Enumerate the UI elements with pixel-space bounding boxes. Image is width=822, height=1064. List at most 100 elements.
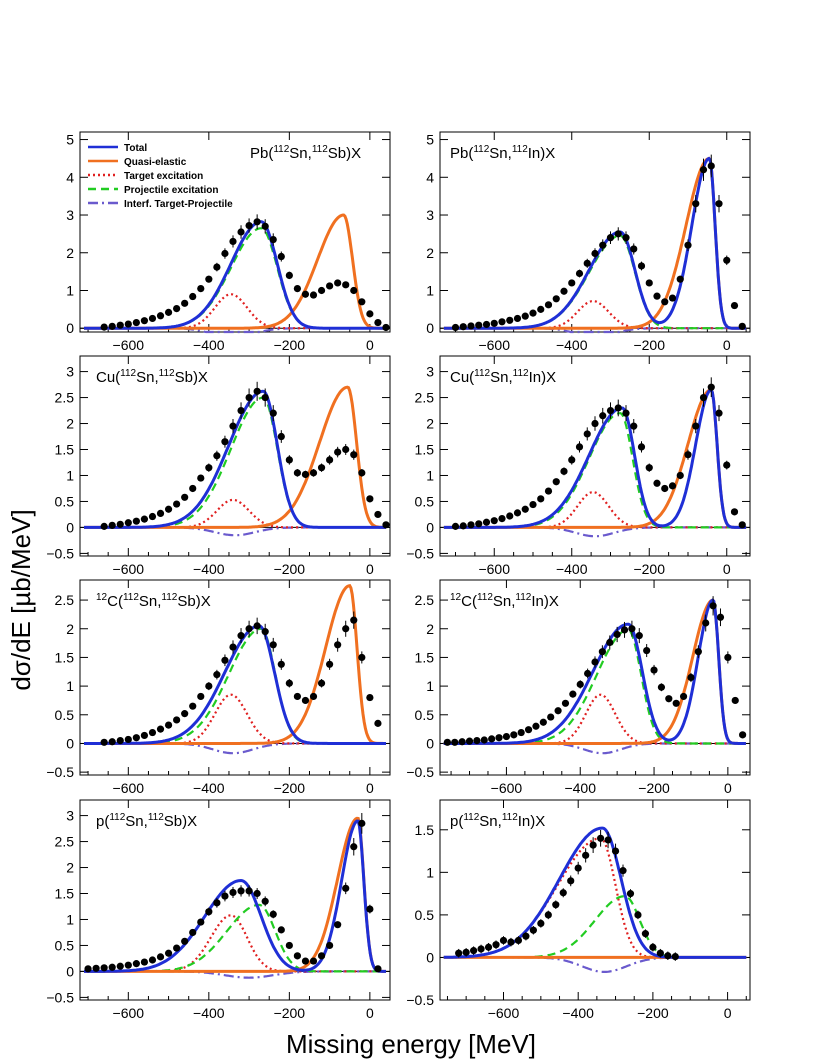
- panel-2: −600 −400 −200 0 0 1 2 3 4 5 Pb(112Sn,112In)X: [426, 131, 751, 353]
- y-tick-label: −0.5: [406, 764, 434, 780]
- panel-frame: [439, 799, 751, 1001]
- data-point: [583, 430, 591, 438]
- data-point: [116, 962, 124, 970]
- data-point: [537, 919, 545, 928]
- data-point: [293, 469, 302, 477]
- data-point: [334, 279, 342, 287]
- data-point: [467, 521, 475, 529]
- data-point: [599, 241, 607, 249]
- data-point: [510, 731, 518, 739]
- data-point: [334, 448, 342, 456]
- legend-label: Quasi-elastic: [124, 157, 187, 168]
- panel-6: −600 −400 −200 0 −0.5 0 0.5 1 1.5 2 2.5 12C(112Sn,1…: [406, 579, 751, 796]
- data-point: [229, 888, 237, 897]
- x-tick-label: −600: [113, 561, 145, 577]
- data-point: [245, 887, 253, 895]
- data-point: [269, 910, 277, 918]
- data-point: [156, 725, 165, 733]
- data-point: [738, 322, 746, 330]
- data-point: [614, 404, 622, 412]
- data-point: [451, 323, 460, 332]
- y-tick-label: 2: [426, 245, 434, 261]
- y-tick-label: 1.5: [55, 442, 75, 458]
- y-tick-label: 1: [426, 282, 434, 298]
- x-tick-label: −200: [633, 337, 665, 353]
- x-tick-label: 0: [366, 780, 374, 796]
- data-point: [269, 235, 277, 244]
- data-point: [490, 319, 498, 327]
- data-point: [544, 301, 553, 309]
- y-tick-label: 1.5: [55, 886, 75, 902]
- data-point: [574, 864, 582, 872]
- data-point: [529, 926, 537, 934]
- x-tick-label: −400: [556, 561, 588, 577]
- data-point: [173, 305, 181, 313]
- x-tick-label: −200: [274, 337, 306, 353]
- data-point: [173, 716, 181, 724]
- data-point: [221, 892, 229, 900]
- data-point: [492, 941, 500, 949]
- data-point: [480, 736, 488, 744]
- x-tick-label: −600: [113, 337, 145, 353]
- y-tick-label: 2.5: [55, 834, 75, 850]
- data-point: [374, 719, 382, 727]
- x-tick-label: 0: [724, 780, 732, 796]
- data-point: [342, 884, 350, 892]
- y-tick-label: 0.5: [55, 707, 75, 723]
- data-point: [221, 656, 229, 664]
- data-point: [358, 469, 366, 477]
- data-point: [309, 692, 318, 701]
- data-point: [100, 522, 108, 530]
- data-point: [649, 943, 657, 951]
- data-point: [724, 653, 732, 662]
- data-point: [604, 836, 612, 844]
- y-tick-label: 5: [66, 132, 74, 148]
- data-point: [611, 847, 620, 855]
- data-point: [498, 318, 506, 326]
- panel-title: p(112Sn,112Sb)X: [96, 812, 197, 830]
- data-point: [253, 218, 261, 226]
- data-point: [668, 482, 677, 490]
- data-point: [637, 443, 646, 451]
- x-tick-label: −200: [274, 1005, 306, 1021]
- data-point: [237, 887, 245, 895]
- data-point: [451, 522, 460, 530]
- data-point: [261, 393, 269, 402]
- series-interf-target-projectile: [443, 956, 747, 973]
- panel-frame: [439, 579, 751, 776]
- data-point: [301, 957, 310, 965]
- panels-group: −600 −400 −200 0 0 1 2 3 4 5 Pb(112Sn,112Sb)X Total…: [46, 131, 751, 1021]
- data-point: [547, 713, 555, 721]
- data-point: [676, 275, 684, 283]
- data-point: [634, 911, 642, 919]
- y-tick-label: 2: [66, 621, 74, 637]
- data-point: [539, 718, 547, 726]
- data-point: [221, 249, 229, 258]
- data-point: [584, 669, 592, 678]
- data-point: [506, 512, 514, 520]
- data-point: [576, 680, 584, 688]
- data-point: [561, 699, 570, 707]
- y-tick-label: −0.5: [46, 764, 74, 780]
- data-point: [723, 256, 731, 264]
- data-point: [628, 625, 636, 633]
- data-point: [245, 393, 253, 402]
- data-point: [124, 519, 132, 527]
- data-point: [645, 464, 653, 472]
- data-point: [164, 721, 173, 729]
- data-point: [132, 734, 140, 742]
- data-point: [366, 693, 374, 702]
- data-point: [261, 897, 269, 905]
- y-tick-label: 2: [66, 860, 74, 876]
- data-point: [672, 699, 680, 707]
- data-point: [309, 957, 318, 965]
- x-tick-label: −400: [556, 337, 588, 353]
- data-point: [709, 602, 717, 610]
- data-point: [490, 517, 498, 525]
- data-point: [140, 515, 149, 523]
- data-point: [213, 899, 221, 907]
- data-point: [462, 948, 470, 956]
- data-point: [237, 228, 245, 236]
- y-tick-label: 1.5: [55, 649, 75, 665]
- panel-frame: [79, 355, 391, 557]
